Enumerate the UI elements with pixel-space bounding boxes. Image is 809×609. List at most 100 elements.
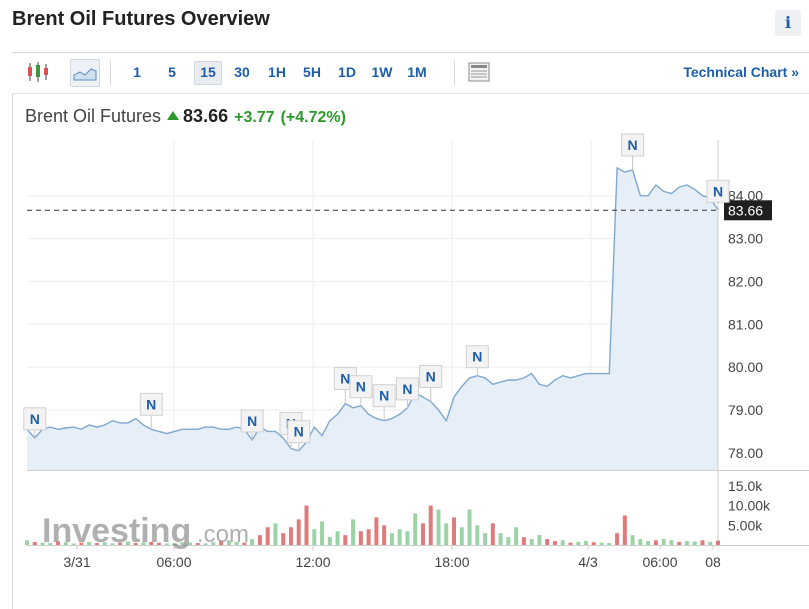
news-marker-box	[465, 345, 489, 369]
volume-bar	[646, 541, 651, 545]
volume-bar	[700, 540, 705, 545]
volume-bar	[521, 537, 526, 545]
page-title: Brent Oil Futures Overview	[12, 8, 270, 30]
volume-bar	[48, 543, 53, 545]
volume-bar	[312, 529, 317, 545]
y-tick-label: 78.00	[728, 445, 763, 461]
quote-header: Brent Oil Futures 83.66 +3.77 (+4.72%)	[25, 106, 346, 127]
volume-bar	[273, 523, 278, 545]
area-chart-icon[interactable]	[70, 59, 100, 87]
timeframe-button-1m[interactable]: 1M	[407, 64, 427, 80]
news-marker-box	[139, 392, 163, 416]
volume-bar	[110, 543, 115, 545]
volume-bar	[684, 541, 689, 545]
volume-bar	[490, 523, 495, 545]
volume-bar	[708, 541, 713, 545]
price-line	[26, 166, 719, 452]
volume-bar	[630, 535, 635, 545]
volume-bar	[203, 543, 208, 545]
candlestick-chart-icon[interactable]	[24, 59, 52, 85]
volume-bar	[452, 517, 457, 545]
volume-tick-label: 10.00k	[728, 498, 771, 514]
last-price-label: 83.66	[728, 202, 763, 218]
news-marker-label: N	[426, 368, 436, 384]
news-marker-label: N	[146, 396, 156, 412]
volume-bar	[211, 542, 216, 545]
volume-bar	[180, 542, 185, 545]
volume-bar	[94, 543, 99, 545]
x-tick-label: 3/31	[63, 554, 90, 570]
timeframe-button-5[interactable]: 5	[168, 64, 176, 80]
volume-bar	[32, 541, 37, 545]
volume-bar	[692, 541, 697, 545]
timeframe-button-1[interactable]: 1	[133, 64, 141, 80]
volume-bar	[366, 529, 371, 545]
news-marker-label: N	[356, 379, 366, 395]
volume-bar	[638, 539, 643, 545]
volume-bar	[234, 541, 239, 545]
timeframe-button-1d[interactable]: 1D	[338, 64, 356, 80]
info-button[interactable]: i	[775, 10, 801, 36]
last-price-label-bg	[724, 200, 772, 221]
y-tick-label: 81.00	[728, 316, 763, 332]
volume-bar	[552, 541, 557, 545]
news-marker-label: N	[379, 388, 389, 404]
news-marker-label: N	[713, 183, 723, 199]
volume-bar	[63, 542, 68, 545]
volume-bar	[265, 527, 270, 545]
volume-bar	[483, 533, 488, 545]
timeframe-button-5h[interactable]: 5H	[303, 64, 321, 80]
volume-bar	[374, 517, 379, 545]
news-marker-box	[621, 133, 645, 157]
technical-chart-link[interactable]: Technical Chart »	[683, 64, 799, 80]
x-tick-label: 18:00	[434, 554, 469, 570]
news-panel-icon[interactable]	[466, 59, 492, 85]
news-marker-box	[706, 179, 730, 203]
volume-bar	[413, 513, 418, 545]
timeframe-button-30[interactable]: 30	[234, 64, 250, 80]
volume-bar	[125, 541, 130, 545]
news-marker-box	[349, 375, 373, 399]
volume-bar	[71, 543, 76, 545]
volume-bar	[584, 541, 589, 545]
volume-bar	[79, 542, 84, 545]
volume-bar	[459, 527, 464, 545]
volume-bar	[25, 540, 29, 545]
news-marker-label: N	[628, 137, 638, 153]
volume-bar	[304, 505, 309, 545]
x-tick-label: 06:00	[156, 554, 191, 570]
volume-bar	[607, 543, 612, 545]
volume-bar	[529, 539, 534, 545]
volume-bar	[591, 542, 596, 545]
volume-bar	[250, 539, 255, 545]
volume-bar	[40, 542, 45, 545]
news-marker-box	[240, 409, 264, 433]
x-tick-label: 4/3	[578, 554, 598, 570]
news-marker-label: N	[30, 411, 40, 427]
y-tick-label: 83.00	[728, 231, 763, 247]
price-area	[27, 167, 718, 470]
news-marker-box	[372, 384, 396, 408]
volume-bar	[343, 535, 348, 545]
volume-bar	[320, 521, 325, 545]
price-change-percent: (+4.72%)	[280, 109, 346, 126]
x-tick-label: 12:00	[295, 554, 330, 570]
volume-bar	[716, 540, 720, 545]
timeframe-button-1w[interactable]: 1W	[371, 64, 393, 80]
timeframe-button-1h[interactable]: 1H	[268, 64, 286, 80]
news-marker-label: N	[340, 371, 350, 387]
watermark-suffix: .com	[197, 521, 249, 548]
volume-bar	[382, 525, 387, 545]
volume-bar	[677, 541, 682, 545]
news-marker-box	[23, 407, 47, 431]
x-tick-label: 08	[705, 554, 721, 570]
volume-bar	[506, 537, 511, 545]
watermark-logo: Investing	[42, 512, 191, 550]
volume-bar	[545, 539, 550, 545]
volume-bar	[335, 531, 340, 545]
timeframe-button-15[interactable]: 15	[194, 61, 222, 85]
volume-bar	[226, 540, 231, 545]
volume-bar	[296, 519, 301, 545]
volume-bar	[560, 540, 565, 545]
